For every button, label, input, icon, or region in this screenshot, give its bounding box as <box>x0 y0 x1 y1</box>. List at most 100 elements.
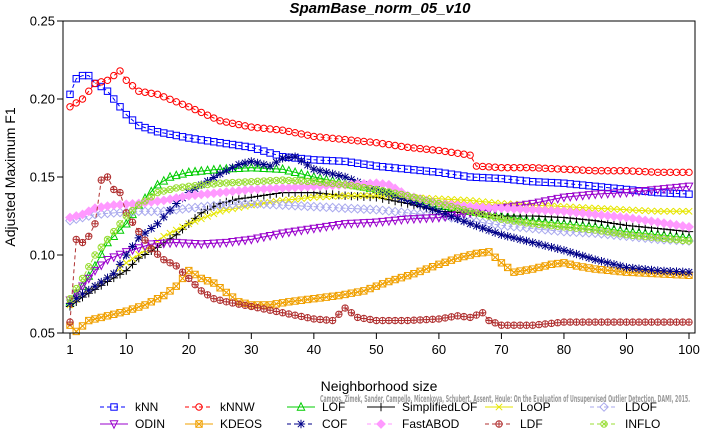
data-point-ldf <box>410 317 418 324</box>
legend-marker-inflo <box>601 421 607 427</box>
data-point-kdeos <box>135 303 143 311</box>
data-point-loop <box>447 195 455 204</box>
data-point-fastabod <box>502 203 513 214</box>
data-point-inflo <box>98 244 104 250</box>
data-point-loop <box>460 196 468 204</box>
data-point-kdeos <box>178 274 187 283</box>
data-point-cof <box>72 294 81 303</box>
data-point-kdeos <box>366 284 374 293</box>
data-point-knn <box>110 95 118 103</box>
data-point-loop <box>272 197 280 205</box>
data-point-odin <box>209 239 219 249</box>
data-point-inflo <box>167 186 173 193</box>
data-point-fastabod <box>546 205 557 216</box>
data-point-loop <box>485 198 493 206</box>
data-point-ldf <box>185 274 193 283</box>
data-point-ldof <box>390 206 401 217</box>
data-point-kdeos <box>478 248 487 257</box>
data-point-cof <box>672 267 681 276</box>
data-point-cof <box>340 172 350 182</box>
legend-item-ldf: LDF <box>485 417 543 431</box>
data-point-ldf <box>441 314 449 322</box>
data-point-loop <box>260 199 268 207</box>
legend-label-knn: kNN <box>135 400 158 414</box>
data-point-ldf <box>454 312 461 320</box>
data-point-fastabod <box>665 219 676 230</box>
data-point-fastabod <box>640 215 651 226</box>
data-point-loop <box>354 192 362 200</box>
data-point-loop <box>622 206 631 214</box>
data-point-ldf <box>128 218 137 226</box>
legend-marker-knnw <box>195 403 203 411</box>
data-point-lof <box>259 162 269 172</box>
data-point-kdeos <box>497 259 506 267</box>
data-point-kdeos <box>216 284 224 292</box>
data-point-lof <box>121 218 131 228</box>
data-point-inflo <box>561 224 567 230</box>
data-point-kdeos <box>147 298 155 306</box>
data-point-odin <box>259 233 269 243</box>
data-point-cof <box>315 166 325 175</box>
data-point-cof <box>409 198 419 207</box>
data-point-cof <box>153 219 162 228</box>
x-tick-label: 20 <box>182 342 196 357</box>
data-point-odin <box>153 239 163 250</box>
data-point-cof <box>559 246 569 255</box>
data-point-fastabod <box>484 202 494 213</box>
data-point-inflo <box>580 226 586 232</box>
data-point-inflo <box>142 198 148 204</box>
legend-label-loop: LoOP <box>520 400 551 414</box>
data-point-odin <box>578 191 588 201</box>
data-point-odin <box>534 198 544 208</box>
data-point-ldof <box>358 204 369 215</box>
data-point-cof <box>653 266 662 275</box>
data-point-inflo <box>592 227 598 233</box>
data-point-ldf <box>498 322 505 329</box>
data-point-odin <box>559 193 569 203</box>
x-tick-label: 100 <box>678 342 700 357</box>
data-point-ldf <box>335 310 343 318</box>
data-point-ldf <box>248 303 255 310</box>
data-point-fastabod <box>515 204 526 215</box>
data-point-loop <box>329 192 337 200</box>
data-point-ldf <box>654 318 661 326</box>
data-point-lof <box>115 224 125 234</box>
data-point-odin <box>215 239 225 249</box>
data-point-lof <box>96 248 106 258</box>
data-point-odin <box>653 185 663 195</box>
data-point-kdeos <box>391 275 399 284</box>
data-point-ldf <box>179 268 186 276</box>
data-point-inflo <box>122 212 130 220</box>
data-point-ldf <box>567 318 574 326</box>
data-point-inflo <box>517 219 523 225</box>
data-point-cof <box>322 168 331 177</box>
legend-marker-odin <box>109 420 119 430</box>
data-point-odin <box>540 197 550 207</box>
legend-marker-lof <box>296 401 306 411</box>
data-point-cof <box>303 160 312 170</box>
data-point-fastabod <box>490 202 501 213</box>
data-point-inflo <box>548 223 555 229</box>
data-point-cof <box>134 233 143 243</box>
data-point-loop <box>635 206 643 214</box>
series-kdeos <box>66 248 693 336</box>
data-point-fastabod <box>677 221 688 231</box>
series-line-ldof <box>69 202 690 242</box>
data-point-ldf <box>472 311 481 319</box>
y-tick-label: 0.05 <box>30 326 55 341</box>
data-point-loop <box>178 223 187 231</box>
data-point-ldf <box>516 322 524 329</box>
data-point-inflo <box>648 234 655 240</box>
data-point-knn <box>685 190 693 198</box>
data-point-kdeos <box>122 307 130 315</box>
axis-ticks: 1 10 20 30 40 50 60 70 80 90 100 0.05 0.10 0.15 0.20 0.… <box>30 14 700 358</box>
data-point-fastabod <box>684 222 694 232</box>
data-point-ldof <box>296 201 307 211</box>
data-point-ldf <box>254 304 261 311</box>
data-point-inflo <box>642 233 648 240</box>
data-point-cof <box>453 214 462 224</box>
data-point-odin <box>528 199 538 209</box>
data-point-ldf <box>279 309 286 316</box>
data-point-ldf <box>79 239 86 246</box>
data-point-inflo <box>405 193 411 199</box>
